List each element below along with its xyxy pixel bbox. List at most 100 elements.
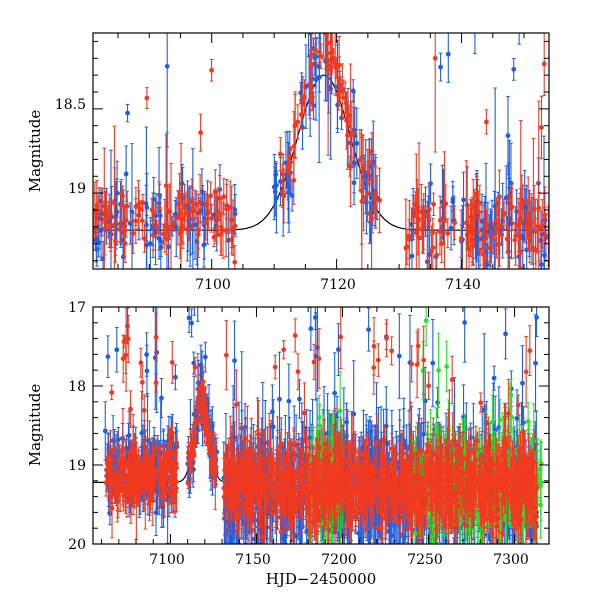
data-point: [323, 33, 329, 63]
data-point: [271, 153, 277, 221]
data-point: [517, 202, 523, 267]
data-point: [458, 209, 464, 268]
data-point: [500, 201, 506, 223]
bottom-x-axis-label: HJD−2450000: [266, 570, 377, 588]
data-point: [333, 56, 339, 79]
data-point: [309, 33, 315, 80]
data-point: [168, 162, 174, 269]
data-point: [193, 191, 199, 219]
data-point: [366, 307, 372, 352]
data-point: [101, 147, 107, 269]
data-point: [526, 212, 531, 250]
data-point: [538, 442, 544, 522]
data-point: [184, 191, 190, 235]
data-point: [512, 221, 518, 259]
data-point: [102, 401, 108, 461]
data-point: [172, 364, 178, 391]
data-point: [375, 343, 381, 377]
bottom-x-tick-label-7200: 7200: [321, 552, 357, 568]
data-point: [321, 33, 326, 59]
data-point: [450, 186, 456, 212]
data-point: [161, 223, 166, 245]
data-point: [511, 57, 517, 81]
data-point: [430, 223, 436, 269]
top-panel: 7100 7120 7140 18.5 19 Magnitude: [26, 0, 550, 293]
top-plot-area: [93, 0, 549, 269]
data-point: [125, 103, 130, 123]
data-point: [462, 307, 468, 363]
data-point: [140, 194, 146, 212]
data-point: [452, 205, 457, 241]
data-point: [517, 33, 521, 45]
data-point: [281, 168, 287, 224]
data-point: [270, 399, 276, 455]
top-y-tick-label-19: 19: [68, 181, 86, 197]
data-point: [505, 194, 511, 269]
data-point: [192, 307, 197, 316]
data-point: [122, 204, 127, 258]
data-point: [313, 38, 319, 121]
top-y-axis-label: Magnitude: [26, 110, 44, 193]
data-point: [195, 242, 200, 269]
data-point: [208, 181, 214, 211]
data-point: [415, 328, 421, 364]
data-point: [136, 179, 141, 230]
data-point: [503, 308, 508, 360]
data-point: [545, 205, 549, 267]
data-point: [292, 94, 298, 158]
data-point: [215, 0, 220, 2]
data-point: [211, 227, 217, 248]
top-y-tick-label-18-5: 18.5: [55, 97, 86, 113]
data-point: [203, 204, 209, 241]
data-point: [198, 113, 204, 152]
data-point: [286, 363, 292, 439]
data-point: [131, 0, 136, 21]
bottom-x-tick-label-7300: 7300: [493, 552, 529, 568]
top-axis-ticks: [93, 33, 549, 269]
data-point: [461, 171, 466, 229]
data-point: [432, 33, 438, 153]
data-point: [175, 190, 181, 246]
bottom-panel: 7100 7150 7200 7250 7300 17 18 19 20 Mag…: [26, 300, 550, 588]
data-point: [423, 307, 429, 347]
data-point: [178, 189, 184, 237]
data-point: [384, 319, 389, 358]
data-point: [127, 202, 133, 245]
data-point: [111, 125, 117, 269]
data-point: [416, 142, 422, 269]
data-point: [308, 307, 314, 351]
data-point: [527, 325, 533, 377]
data-point: [438, 52, 443, 82]
data-point: [109, 384, 115, 401]
data-point: [281, 340, 287, 360]
data-point: [218, 212, 224, 256]
data-point: [346, 104, 352, 127]
data-point: [153, 372, 159, 393]
data-point: [197, 174, 203, 231]
data-point: [144, 332, 150, 377]
data-point: [413, 153, 419, 269]
data-point: [151, 200, 157, 226]
data-point: [431, 192, 436, 216]
data-point: [105, 335, 111, 379]
data-point: [523, 336, 529, 408]
data-point: [212, 169, 218, 214]
data-point: [108, 197, 114, 252]
data-point: [351, 106, 357, 159]
data-point: [499, 225, 505, 244]
data-point: [232, 320, 237, 401]
data-point: [445, 218, 451, 249]
data-point: [528, 193, 534, 253]
top-plot-frame: [92, 32, 550, 270]
data-point: [156, 181, 162, 234]
data-point: [186, 216, 192, 242]
data-point: [217, 175, 223, 222]
data-point: [413, 191, 419, 218]
data-point: [490, 221, 496, 255]
data-point: [389, 336, 395, 366]
data-point: [230, 199, 236, 256]
data-point: [519, 174, 525, 225]
data-point: [195, 307, 200, 322]
data-point: [337, 75, 343, 100]
